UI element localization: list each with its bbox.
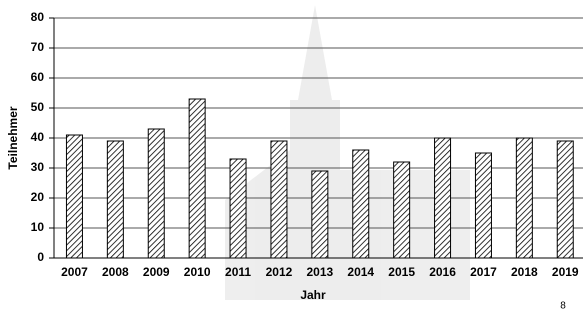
bar — [435, 138, 451, 258]
y-tick-label: 30 — [31, 160, 45, 174]
x-tick-label: 2011 — [225, 265, 251, 279]
x-tick-label: 2007 — [61, 265, 88, 279]
church-watermark — [225, 5, 470, 300]
x-tick-label: 2014 — [347, 265, 374, 279]
bar — [516, 138, 532, 258]
y-tick-label: 40 — [31, 130, 45, 144]
x-tick-label: 2018 — [511, 265, 538, 279]
bar — [148, 129, 164, 258]
bar — [312, 171, 328, 258]
y-tick-label: 50 — [31, 100, 45, 114]
x-tick-label: 2017 — [470, 265, 497, 279]
x-tick-label: 2013 — [306, 265, 333, 279]
x-tick-label: 2019 — [552, 265, 579, 279]
bar — [353, 150, 369, 258]
x-tick-label: 2012 — [266, 265, 293, 279]
x-axis-label: Jahr — [300, 288, 326, 302]
bar — [230, 159, 246, 258]
x-tick-label: 2008 — [102, 265, 129, 279]
bar — [271, 141, 287, 258]
bar — [475, 153, 491, 258]
bar — [107, 141, 123, 258]
y-tick-label: 60 — [31, 70, 45, 84]
x-tick-label: 2009 — [143, 265, 170, 279]
x-tick-label: 2016 — [429, 265, 456, 279]
y-tick-label: 10 — [31, 220, 45, 234]
y-tick-label: 0 — [37, 250, 44, 264]
page-number: 8 — [560, 301, 566, 311]
y-tick-label: 20 — [31, 190, 45, 204]
x-tick-label: 2010 — [184, 265, 211, 279]
bar — [66, 135, 82, 258]
chart: Teilnehmer Jahr 8 0 10 20 30 40 50 60 70 80 2007 2… — [0, 0, 583, 311]
bar — [189, 99, 205, 258]
y-axis-label: Teilnehmer — [6, 106, 20, 169]
bar — [557, 141, 573, 258]
y-tick-label: 80 — [31, 10, 45, 24]
y-tick-label: 70 — [31, 40, 45, 54]
x-tick-label: 2015 — [388, 265, 415, 279]
bar — [394, 162, 410, 258]
